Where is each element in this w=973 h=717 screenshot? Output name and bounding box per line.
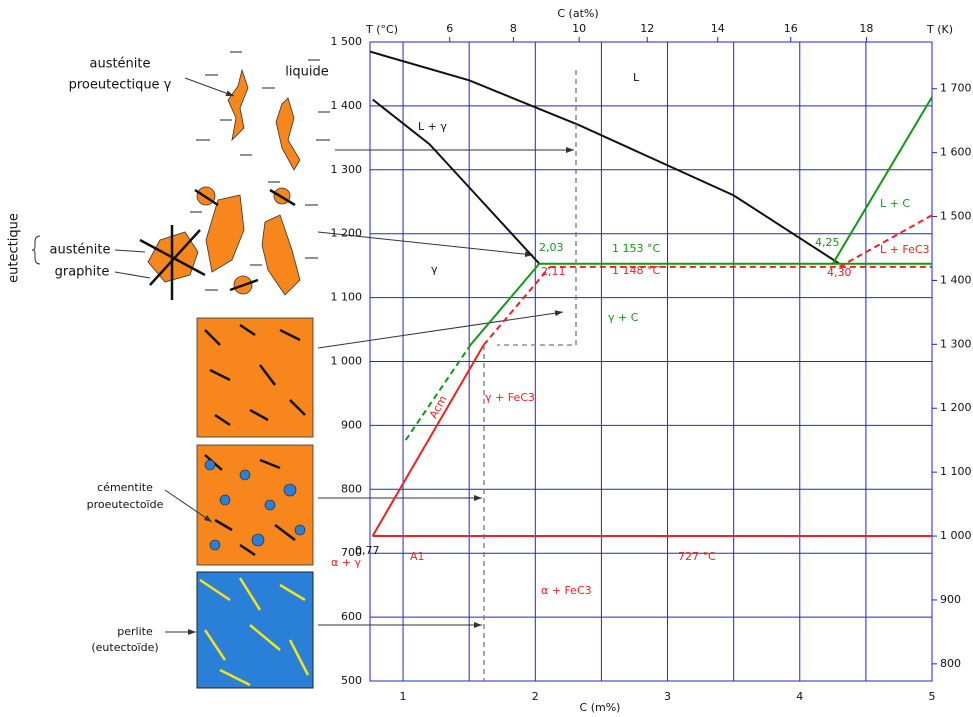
x-axis-title: C (m%) [580,701,621,714]
y2-tick-label: 1 200 [940,401,972,414]
x-tick-label: 5 [929,690,936,703]
y-tick-label: 500 [341,674,362,687]
annotation: 4,30 [827,266,852,279]
annotation: 4,25 [815,236,840,249]
x2-tick-label: 14 [711,22,725,35]
annotation: A1 [410,550,425,563]
phase-line [833,97,932,264]
annotation: α + FeC3 [541,584,592,597]
annotation: γ + C [608,311,639,324]
y2-tick-label: 900 [940,593,961,606]
x-tick-label: 4 [796,690,803,703]
phase-line [470,264,539,345]
y2-tick-label: 1 400 [940,273,972,286]
annotation: 727 °C [678,550,716,563]
annotation: 2,11 [541,265,566,278]
illustration-label: eutectique [7,213,22,283]
y2-axis-title: T (K) [926,23,953,36]
illustrations: austénite proeutectique γ liquide eutect… [7,52,575,688]
x-tick-label: 3 [664,690,671,703]
y-tick-label: 900 [341,418,362,431]
y-tick-label: 1 400 [331,99,363,112]
y-tick-label: 1 200 [331,227,363,240]
y2-tick-label: 800 [940,657,961,670]
x2-tick-label: 12 [640,22,654,35]
illustration-label: austénite [49,243,110,258]
illustration-label: liquide [285,65,329,80]
annotation: L + C [880,197,910,210]
x2-tick-label: 18 [859,22,873,35]
y-tick-label: 1 100 [331,291,363,304]
y-tick-label: 1 500 [331,35,363,48]
annotation: 1 153 °C [612,242,660,255]
annotation: Acm [427,393,450,420]
illustration-label: cémentite [97,481,153,494]
y2-tick-label: 1 700 [940,82,972,95]
y2-tick-label: 1 500 [940,210,972,223]
annotation: L + FeC3 [880,243,930,256]
phase-line [370,52,839,264]
y2-tick-label: 1 100 [940,465,972,478]
x2-axis-title: C (at%) [557,7,598,20]
annotation: α + γ [331,556,361,569]
annotation: γ [431,263,438,276]
y2-tick-label: 1 300 [940,337,972,350]
x2-tick-label: 6 [446,22,453,35]
phase-line [373,345,484,536]
x-tick-label: 1 [400,690,407,703]
illustration-label: perlite [117,625,153,638]
annotation: γ + FeC3 [485,391,535,404]
phase-line [373,100,540,264]
y-axis-title: T (°C) [365,23,398,36]
illustration-label: austénite [89,57,150,72]
x2-tick-label: 10 [572,22,586,35]
y2-tick-label: 1 000 [940,529,972,542]
y-tick-label: 1 000 [331,355,363,368]
annotation: 1 148 °C [612,264,660,277]
y-tick-label: 800 [341,482,362,495]
illustration-label: proeutectoïde [87,498,164,511]
x2-tick-label: 8 [510,22,517,35]
y-tick-label: 1 300 [331,163,363,176]
annotation: 2,03 [539,241,564,254]
y-tick-label: 600 [341,610,362,623]
phase-line [484,267,550,345]
phase-line [839,215,932,267]
illustration-label: (eutectoïde) [91,641,158,654]
y2-tick-label: 1 600 [940,146,972,159]
annotation: L [633,71,640,84]
illustration-label: graphite [55,265,110,280]
annotation: L + γ [418,120,447,133]
x-tick-label: 2 [532,690,539,703]
illustration-label: proeutectique γ [69,78,172,93]
diagram: austénite proeutectique γ liquide eutect… [0,0,973,717]
x2-tick-label: 16 [784,22,798,35]
